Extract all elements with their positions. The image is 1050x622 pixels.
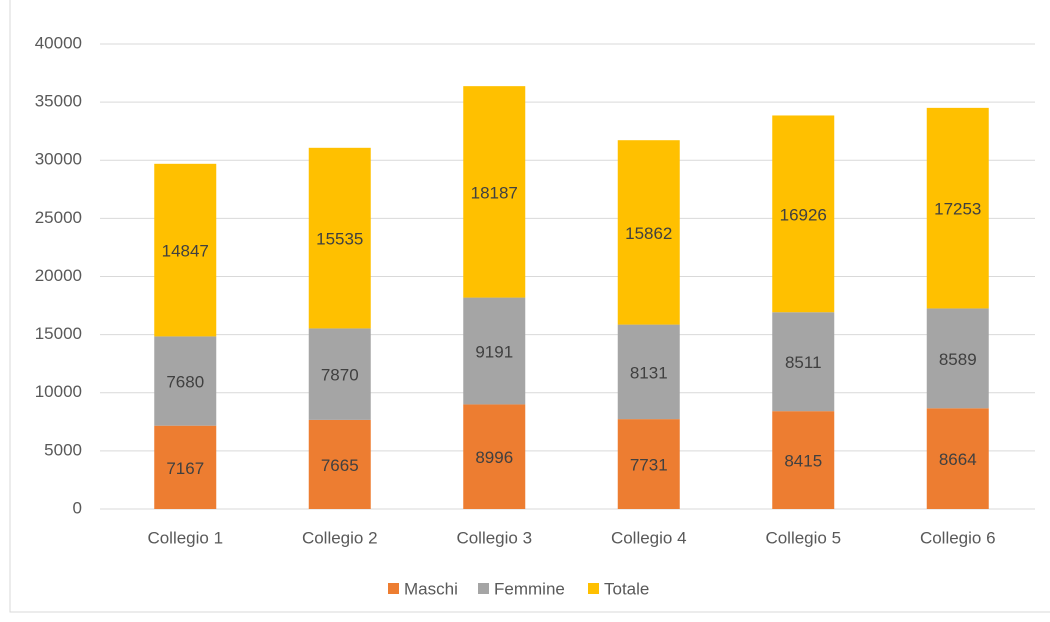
bar-segment: [617, 140, 680, 325]
data-label: 7870: [321, 366, 359, 385]
data-label: 9191: [475, 342, 513, 361]
bar-segment: [463, 86, 526, 298]
data-label: 15535: [316, 230, 363, 249]
bar-segment: [154, 163, 217, 337]
bar-segment: [308, 419, 371, 509]
legend-swatch: [388, 583, 399, 594]
data-label: 14847: [162, 242, 209, 261]
y-tick-label: 40000: [35, 33, 82, 52]
bar-segment: [772, 312, 835, 412]
y-tick-label: 35000: [35, 92, 82, 111]
data-label: 7731: [630, 456, 668, 475]
legend-swatch: [478, 583, 489, 594]
legend-label: Femmine: [494, 579, 565, 598]
x-tick-label: Collegio 6: [920, 528, 996, 547]
bar-segment: [772, 115, 835, 313]
bar-segment: [154, 425, 217, 509]
bar-segment: [772, 411, 835, 509]
y-tick-label: 0: [73, 498, 82, 517]
bar-segment: [926, 308, 989, 409]
data-label: 8131: [630, 363, 668, 382]
x-tick-label: Collegio 2: [302, 528, 378, 547]
bar-segment: [154, 336, 217, 426]
bar-segment: [463, 297, 526, 405]
data-label: 17253: [934, 200, 981, 219]
data-label: 7680: [166, 373, 204, 392]
bar-segment: [308, 147, 371, 329]
data-label: 8511: [785, 353, 822, 372]
data-label: 8589: [939, 350, 977, 369]
legend-label: Maschi: [404, 579, 458, 598]
data-label: 15862: [625, 224, 672, 243]
data-label: 8415: [784, 452, 822, 471]
data-label: 18187: [471, 183, 518, 202]
data-label: 8996: [475, 448, 513, 467]
bar-segment: [617, 419, 680, 509]
y-tick-label: 10000: [35, 382, 82, 401]
y-tick-label: 20000: [35, 266, 82, 285]
y-tick-label: 30000: [35, 150, 82, 169]
legend-label: Totale: [604, 579, 649, 598]
y-tick-label: 15000: [35, 324, 82, 343]
x-tick-label: Collegio 4: [611, 528, 687, 547]
data-label: 7167: [166, 459, 204, 478]
bar-segment: [926, 107, 989, 309]
bar-segment: [617, 324, 680, 420]
x-tick-label: Collegio 3: [456, 528, 532, 547]
y-tick-label: 25000: [35, 208, 82, 227]
data-label: 16926: [780, 205, 827, 224]
bar-segment: [463, 404, 526, 509]
data-label: 7665: [321, 456, 359, 475]
y-tick-label: 5000: [44, 440, 82, 459]
x-tick-label: Collegio 1: [147, 528, 223, 547]
x-tick-label: Collegio 5: [765, 528, 841, 547]
bar-segment: [926, 408, 989, 509]
bar-segment: [308, 328, 371, 420]
chart-border: [9, 0, 1050, 613]
legend-swatch: [588, 583, 599, 594]
data-label: 8664: [939, 450, 977, 469]
